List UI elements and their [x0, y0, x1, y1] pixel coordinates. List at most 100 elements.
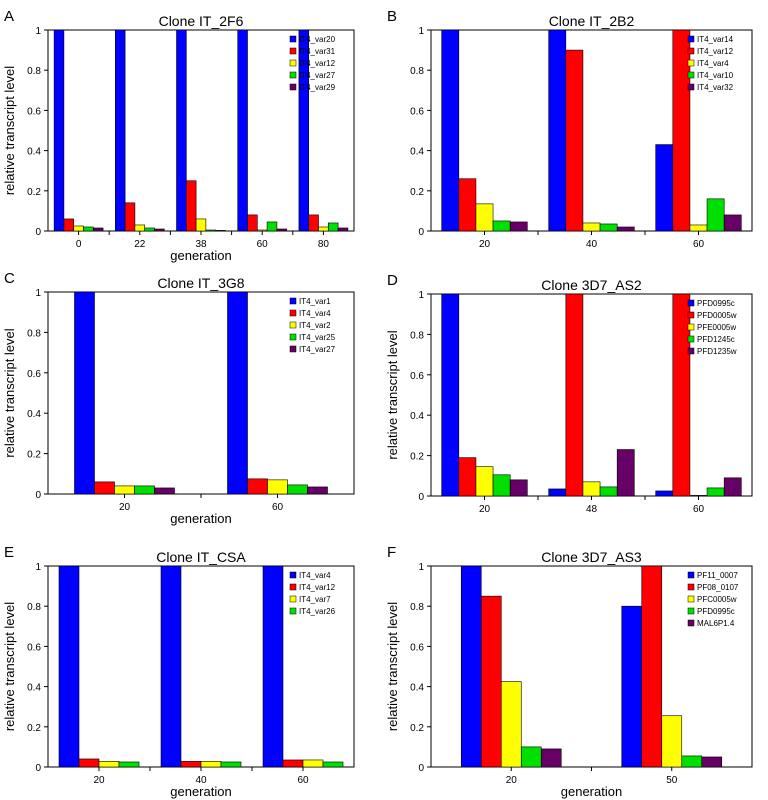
legend-swatch — [289, 321, 297, 329]
chart-title: Clone IT_CSA — [156, 549, 246, 565]
y-tick-label: 0.6 — [410, 371, 424, 382]
legend-label: IT4_var27 — [299, 71, 336, 80]
panel-d: D Clone 3D7_AS2 0 0.2 0.4 0.6 0.8 1 relative tra… — [385, 272, 753, 515]
bar-IT4_var26 — [118, 761, 140, 768]
y-tick-label: 0.2 — [410, 723, 424, 734]
y-tick-label: 0.4 — [27, 147, 41, 158]
y-tick-label: 0.4 — [27, 409, 41, 420]
bar-IT4_var1 — [74, 291, 95, 495]
bar-IT4_var2 — [267, 479, 288, 495]
bar-IT4_var25 — [287, 484, 308, 495]
legend-label: IT4_var4 — [299, 571, 331, 580]
y-tick-label: 0.6 — [27, 642, 41, 653]
y-tick-label: 0.2 — [410, 452, 424, 463]
y-tick-label: 0.4 — [410, 411, 424, 422]
bar-IT4_var2 — [114, 485, 135, 495]
y-tick-label: 0 — [35, 763, 41, 774]
legend-label: IT4_var4 — [299, 309, 331, 318]
panel-letter: D — [387, 272, 398, 289]
bar-IT4_var12 — [195, 218, 207, 232]
bar-IT4_var20 — [298, 29, 310, 232]
legend: IT4_var4 IT4_var12 IT4_var7 IT4_var26 — [289, 571, 336, 616]
bar-IT4_var27 — [83, 226, 94, 232]
x-tick-label: 50 — [666, 775, 678, 786]
x-tick-label: 22 — [134, 239, 146, 250]
bar-IT4_var25 — [134, 485, 155, 495]
y-tick-label: 0.2 — [27, 723, 41, 734]
bar-IT4_var27 — [266, 221, 278, 232]
bar-IT4_var12 — [180, 761, 202, 768]
panel-letter: A — [4, 8, 14, 25]
bar-PFD0995c — [548, 488, 567, 497]
panel-a: A Clone IT_2F6 0 0.2 0.4 0.6 0.8 1 relative tran… — [2, 8, 355, 263]
bar-MAL6P1.4 — [701, 756, 723, 768]
legend-swatch — [687, 347, 695, 355]
bar-PFE0005w — [475, 466, 494, 497]
x-tick-label: 40 — [586, 239, 598, 250]
x-tick-label: 20 — [93, 775, 105, 786]
y-tick-label: 0.8 — [410, 66, 424, 77]
chart-title: Clone 3D7_AS2 — [541, 277, 642, 293]
x-tick-label: 38 — [195, 239, 207, 250]
x-tick-label: 20 — [506, 775, 518, 786]
bar-IT4_var10 — [492, 220, 511, 232]
x-tick-label: 60 — [257, 239, 269, 250]
bar-IT4_var12 — [318, 226, 329, 232]
y-axis-label: relative transcript level — [385, 330, 400, 459]
y-tick-label: 0.4 — [27, 683, 41, 694]
panel-letter: E — [4, 544, 14, 561]
bar-IT4_var26 — [322, 761, 344, 768]
legend-swatch — [289, 83, 297, 91]
bar-IT4_var29 — [154, 228, 165, 232]
panel-letter: C — [4, 270, 15, 287]
bar-IT4_var32 — [509, 221, 528, 232]
y-tick-label: 0 — [35, 490, 41, 501]
y-axis-label: relative transcript level — [2, 602, 17, 731]
legend-swatch — [289, 333, 297, 341]
legend-swatch — [687, 607, 695, 615]
y-tick-label: 1 — [418, 26, 424, 37]
legend-swatch — [687, 323, 695, 331]
y-tick-label: 0.8 — [27, 602, 41, 613]
y-tick-label: 0.6 — [410, 106, 424, 117]
bar-PFD0995c — [655, 490, 674, 497]
bar-IT4_var12 — [257, 229, 268, 232]
bar-PFD1235w — [509, 479, 528, 497]
bar-MAL6P1.4 — [540, 748, 562, 768]
y-tick-label: 0.8 — [410, 330, 424, 341]
y-tick-label: 0.6 — [410, 642, 424, 653]
y-tick-label: 0 — [35, 227, 41, 238]
bar-PFD0005w — [672, 293, 691, 497]
y-tick-label: 1 — [35, 288, 41, 299]
panel-f: F Clone 3D7_AS3 0 0.2 0.4 0.6 0.8 1 relative tra… — [385, 544, 753, 799]
panel-b: B Clone IT_2B2 0 0.2 0.4 0.6 0.8 1 20 40 60 IT4_var… — [387, 8, 753, 250]
x-tick-label: 40 — [195, 775, 207, 786]
y-tick-label: 0.8 — [27, 66, 41, 77]
bar-IT4_var14 — [548, 29, 567, 232]
legend-label: IT4_var12 — [299, 59, 336, 68]
legend-swatch — [687, 311, 695, 319]
legend-swatch — [687, 299, 695, 307]
legend-label: IT4_var20 — [299, 35, 336, 44]
legend-swatch — [687, 47, 695, 55]
legend-label: PFE0005w — [697, 323, 736, 332]
bar-IT4_var4 — [247, 478, 268, 495]
y-tick-label: 0.4 — [410, 147, 424, 158]
bar-PFD1235w — [616, 449, 635, 497]
bar-IT4_var4 — [58, 565, 80, 768]
bar-IT4_var31 — [63, 218, 75, 232]
y-tick-label: 0 — [418, 227, 424, 238]
bar-IT4_var27 — [205, 229, 216, 232]
legend-label: IT4_var14 — [697, 35, 734, 44]
bar-IT4_var31 — [186, 180, 197, 232]
chart-title: Clone IT_2B2 — [549, 13, 635, 29]
bar-PFD1245c — [706, 487, 725, 497]
legend: IT4_var20 IT4_var31 IT4_var12 IT4_var27 IT4_… — [289, 35, 336, 92]
y-axis-label: relative transcript level — [385, 602, 400, 731]
y-axis-label: relative transcript level — [2, 66, 17, 195]
y-axis-label: relative transcript level — [2, 328, 17, 457]
legend: IT4_var1 IT4_var4 IT4_var2 IT4_var25 IT4_var… — [289, 297, 336, 354]
y-tick-label: 0.8 — [410, 602, 424, 613]
bar-IT4_var4 — [582, 222, 601, 232]
bar-IT4_var4 — [160, 565, 182, 768]
